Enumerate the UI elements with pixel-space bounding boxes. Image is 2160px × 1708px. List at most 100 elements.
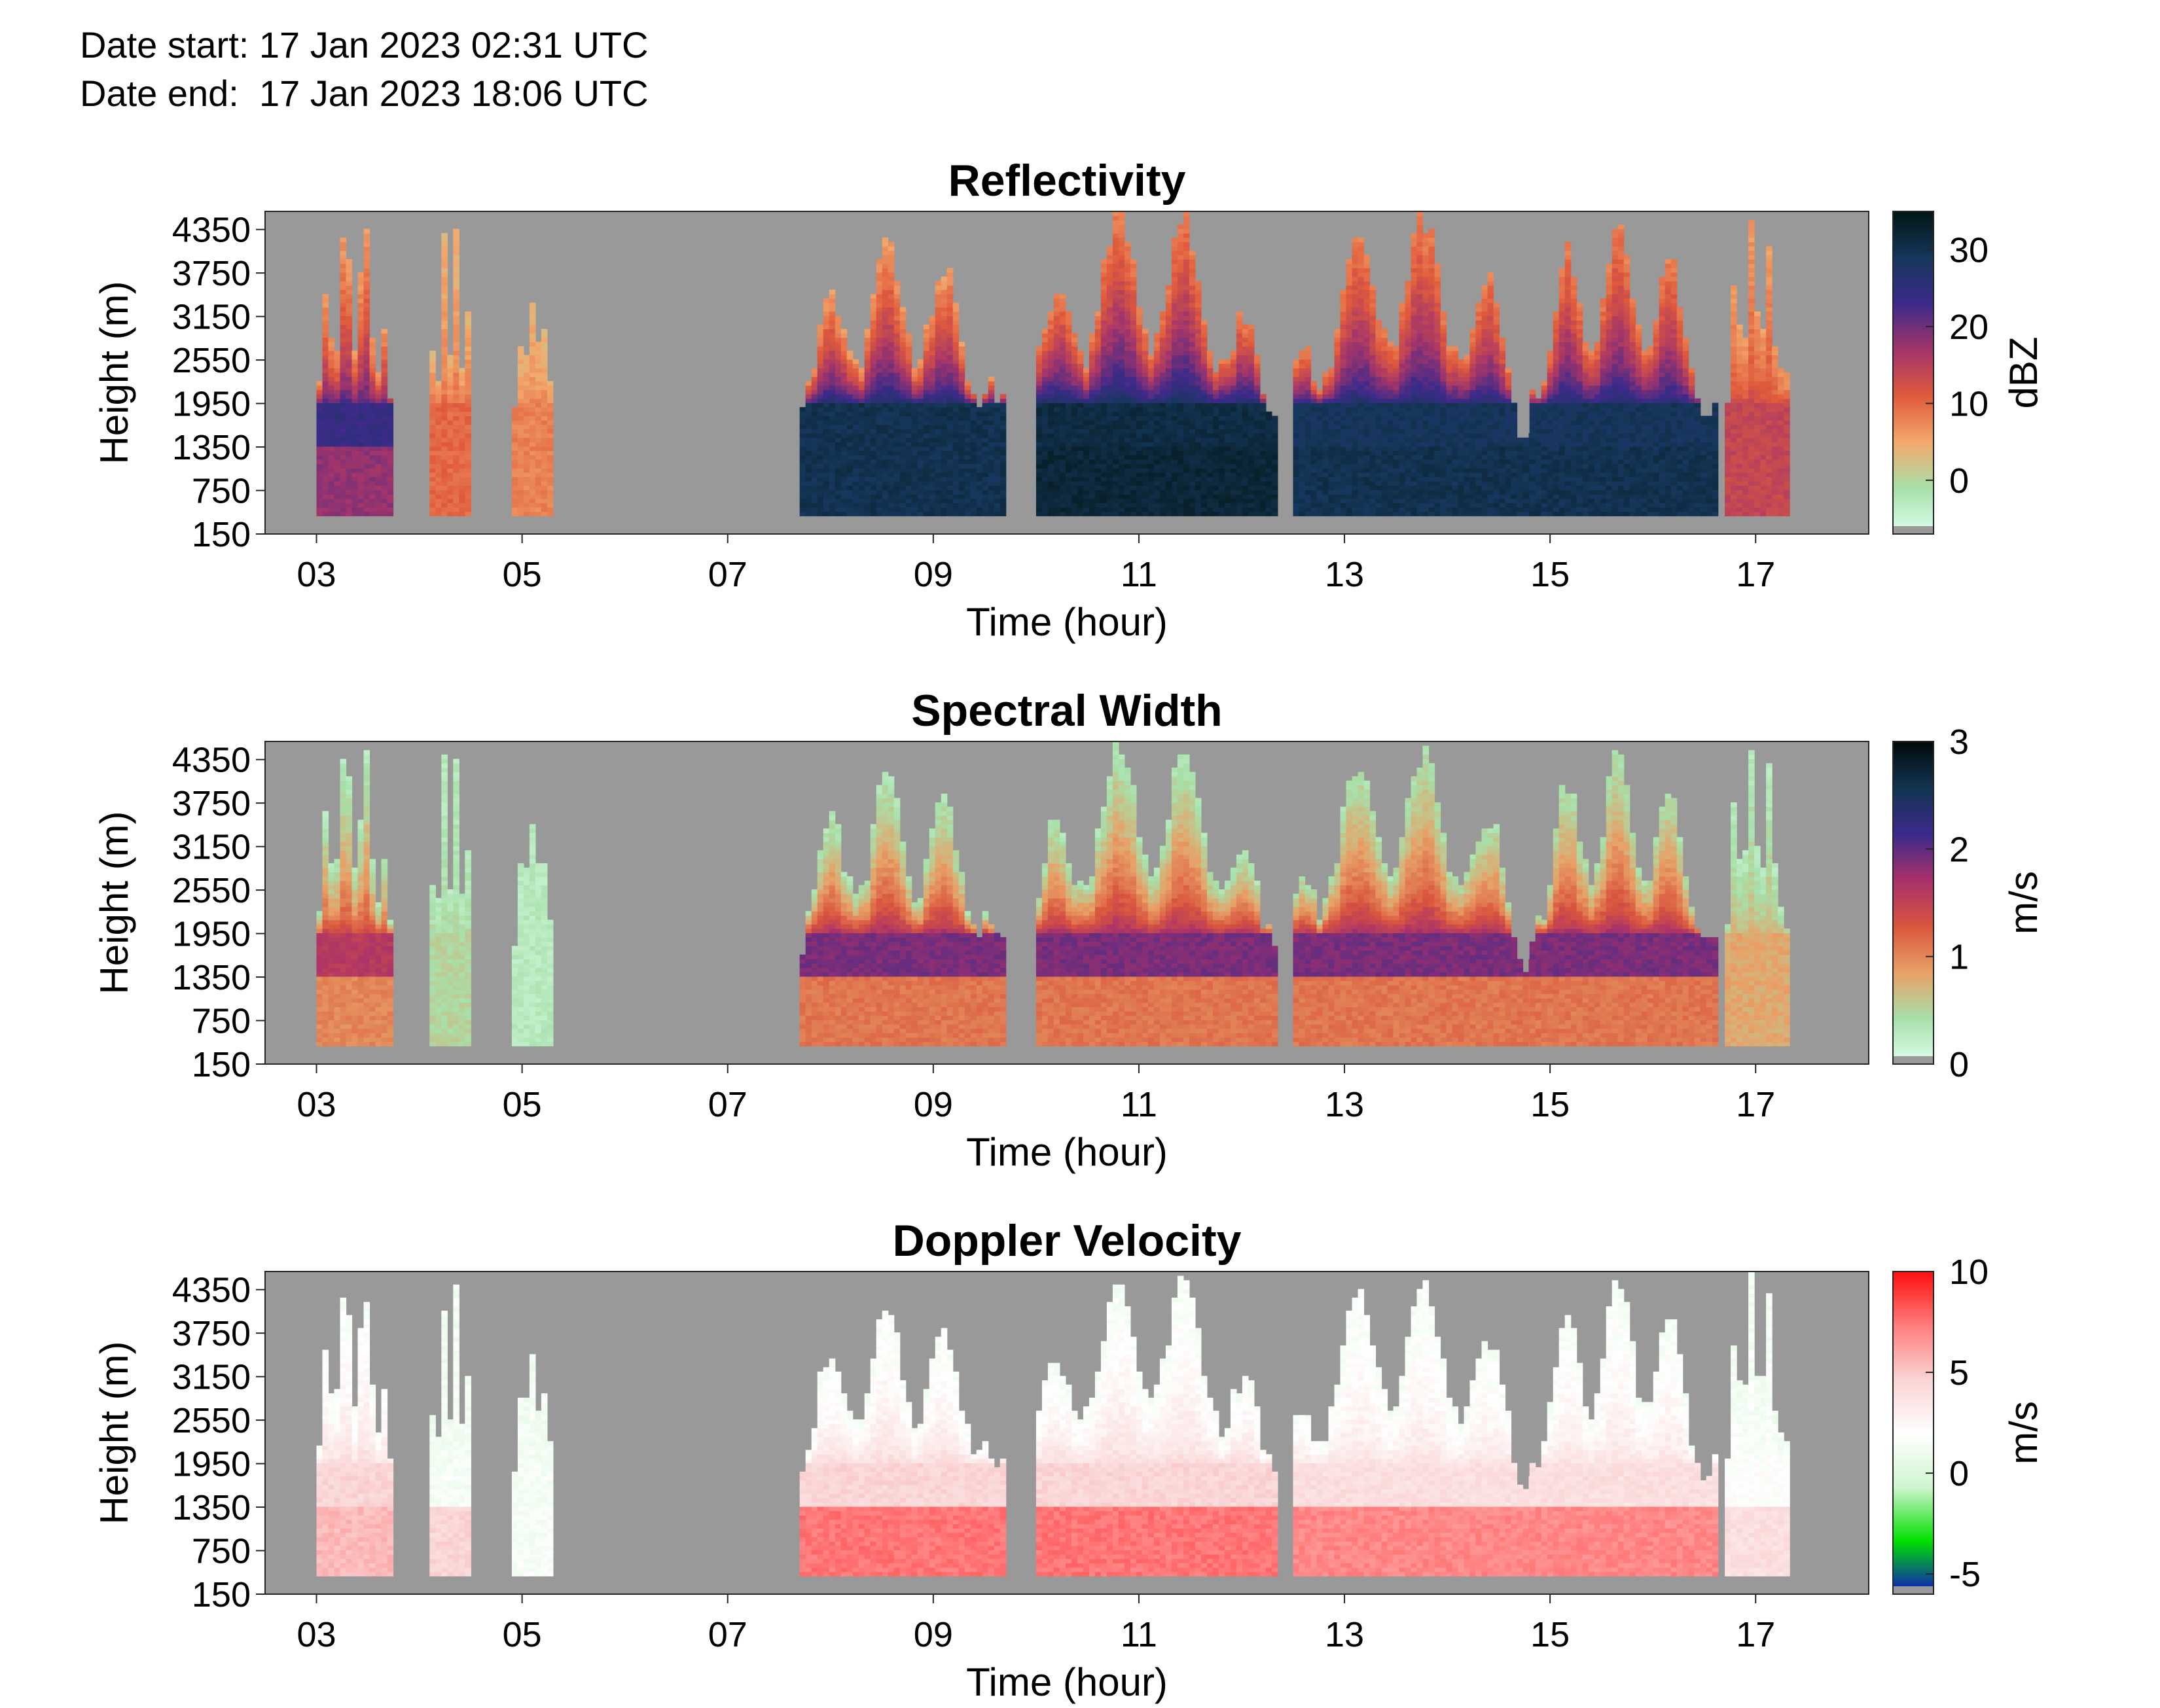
- echo-cell: [529, 507, 536, 512]
- echo-cell: [817, 372, 824, 378]
- echo-cell: [1065, 407, 1072, 412]
- echo-cell: [952, 442, 960, 447]
- echo-cell: [923, 498, 930, 503]
- echo-cell: [363, 368, 370, 373]
- echo-cell: [1118, 450, 1125, 455]
- echo-cell: [511, 494, 518, 499]
- echo-cell: [1089, 472, 1096, 477]
- echo-cell: [823, 359, 830, 365]
- echo-cell: [1218, 481, 1225, 486]
- echo-cell: [1322, 420, 1329, 425]
- echo-cell: [964, 385, 971, 391]
- echo-cell: [1183, 228, 1190, 234]
- echo-cell: [465, 429, 471, 434]
- echo-cell: [840, 389, 848, 395]
- echo-cell: [441, 389, 448, 395]
- echo-cell: [999, 481, 1007, 486]
- echo-cell: [381, 481, 388, 486]
- echo-cell: [1293, 372, 1300, 378]
- echo-cell: [1322, 424, 1329, 429]
- echo-cell: [882, 489, 889, 495]
- echo-cell: [1171, 376, 1178, 382]
- echo-cell: [1195, 411, 1202, 416]
- echo-cell: [929, 355, 936, 360]
- echo-cell: [1177, 276, 1184, 281]
- echo-cell: [1124, 437, 1131, 442]
- echo-cell: [465, 481, 471, 486]
- echo-cell: [1035, 372, 1043, 378]
- echo-cell: [334, 463, 341, 469]
- echo-cell: [1136, 433, 1143, 438]
- echo-cell: [351, 485, 359, 490]
- echo-cell: [459, 394, 465, 399]
- echo-cell: [1106, 268, 1113, 273]
- echo-cell: [535, 468, 542, 473]
- echo-cell: [375, 463, 382, 469]
- echo-cell: [1059, 346, 1066, 351]
- echo-cell: [805, 489, 812, 495]
- echo-cell: [541, 489, 548, 495]
- echo-cell: [1305, 372, 1312, 378]
- echo-cell: [517, 485, 524, 490]
- echo-cell: [1224, 429, 1231, 434]
- echo-cell: [1248, 376, 1255, 382]
- echo-cell: [1071, 420, 1078, 425]
- echo-cell: [1195, 507, 1202, 512]
- echo-cell: [888, 472, 895, 477]
- echo-cell: [1053, 463, 1060, 469]
- echo-cell: [1106, 385, 1113, 391]
- echo-cell: [1177, 228, 1184, 234]
- echo-cell: [1177, 389, 1184, 395]
- echo-cell: [1083, 463, 1090, 469]
- echo-cell: [952, 468, 960, 473]
- echo-cell: [888, 468, 895, 473]
- echo-cell: [1112, 263, 1119, 268]
- echo-cell: [1153, 372, 1161, 378]
- echo-cell: [905, 429, 912, 434]
- echo-cell: [1124, 333, 1131, 338]
- echo-cell: [529, 355, 536, 360]
- echo-cell: [1053, 381, 1060, 386]
- echo-cell: [1142, 355, 1149, 360]
- echo-cell: [1310, 398, 1318, 403]
- echo-cell: [346, 272, 353, 277]
- echo-cell: [829, 429, 836, 434]
- echo-cell: [1083, 398, 1090, 403]
- echo-cell: [1047, 433, 1054, 438]
- echo-cell: [1112, 511, 1119, 516]
- echo-cell: [917, 398, 924, 403]
- echo-cell: [1253, 385, 1261, 391]
- echo-cell: [1136, 389, 1143, 395]
- echo-cell: [1130, 289, 1137, 294]
- echo-cell: [1124, 476, 1131, 482]
- echo-cell: [1118, 459, 1125, 465]
- echo-cell: [1118, 285, 1125, 291]
- echo-cell: [541, 446, 548, 452]
- echo-cell: [1340, 489, 1347, 495]
- echo-cell: [357, 337, 365, 342]
- echo-cell: [811, 489, 818, 495]
- echo-cell: [363, 333, 370, 338]
- echo-cell: [1310, 468, 1318, 473]
- echo-cell: [1328, 424, 1335, 429]
- echo-cell: [1077, 507, 1084, 512]
- echo-cell: [876, 329, 883, 334]
- echo-cell: [1218, 455, 1225, 460]
- echo-cell: [1094, 476, 1102, 482]
- echo-cell: [1340, 394, 1347, 399]
- echo-cell: [1071, 342, 1078, 347]
- echo-cell: [529, 429, 536, 434]
- echo-cell: [1224, 433, 1231, 438]
- echo-cell: [1071, 507, 1078, 512]
- echo-cell: [870, 389, 877, 395]
- echo-cell: [1340, 372, 1347, 378]
- echo-cell: [876, 498, 883, 503]
- echo-cell: [1224, 394, 1231, 399]
- echo-cell: [1100, 329, 1107, 334]
- echo-cell: [946, 342, 954, 347]
- echo-cell: [1352, 498, 1359, 503]
- echo-cell: [1077, 363, 1084, 368]
- echo-cell: [1293, 446, 1300, 452]
- echo-cell: [381, 503, 388, 508]
- echo-cell: [1316, 389, 1323, 395]
